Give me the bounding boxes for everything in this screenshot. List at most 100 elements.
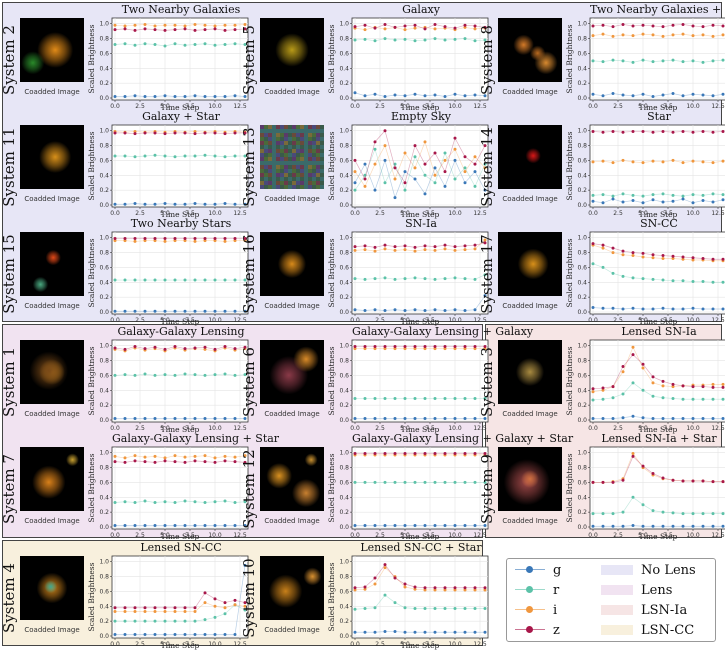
- series-line-i: [114, 131, 246, 133]
- data-point-r: [243, 373, 247, 377]
- data-point-i: [403, 347, 407, 351]
- noise-pixel: [300, 177, 304, 181]
- data-point-r: [443, 607, 447, 611]
- data-point-g: [173, 524, 177, 528]
- coadded-image-label: Coadded Image: [24, 410, 80, 418]
- x-axis-label: Time Step: [639, 210, 678, 219]
- noise-pixel: [260, 153, 264, 157]
- noise-pixel: [268, 161, 272, 165]
- data-point-g: [473, 93, 477, 97]
- data-point-i: [223, 23, 227, 27]
- panel-system-2: Two Nearby Galaxies System 2 Coadded Image…: [0, 3, 250, 112]
- panel-title: Lensed SN-Ia + Star: [601, 432, 717, 445]
- panel-title: Star: [647, 110, 671, 123]
- data-point-z: [203, 345, 207, 349]
- x-tick-label: 2.5: [375, 210, 385, 217]
- data-point-r: [721, 280, 725, 284]
- noise-pixel: [260, 181, 264, 185]
- data-point-r: [393, 480, 397, 484]
- data-point-r: [133, 278, 137, 282]
- data-point-g: [183, 202, 187, 206]
- noise-pixel: [308, 169, 312, 173]
- y-tick-label: 0.0: [577, 95, 587, 102]
- x-tick-label: 0.0: [110, 532, 120, 539]
- data-point-g: [483, 417, 487, 421]
- noise-pixel: [312, 137, 316, 141]
- coadded-image-svg: [513, 34, 558, 75]
- series-line-i: [354, 567, 485, 591]
- noise-pixel: [292, 173, 296, 177]
- data-point-g: [443, 524, 447, 528]
- data-point-r: [143, 154, 147, 158]
- data-point-g: [393, 417, 397, 421]
- data-point-i: [671, 33, 675, 37]
- y-axis-label: Scaled Brightness: [87, 346, 96, 415]
- x-tick-label: 0.0: [588, 210, 598, 217]
- y-tick-label: 0.4: [99, 279, 109, 286]
- noise-pixel: [260, 185, 264, 189]
- data-point-z: [671, 254, 675, 258]
- noise-pixel: [276, 181, 280, 185]
- noise-pixel: [284, 157, 288, 161]
- data-point-z: [611, 129, 615, 133]
- panel-system-12: Galaxy-Galaxy Lensing + Galaxy + Star Sys…: [240, 432, 573, 541]
- data-point-g: [143, 524, 147, 528]
- noise-pixel: [280, 141, 284, 145]
- data-point-z: [123, 131, 127, 135]
- x-axis-label: Time Step: [161, 210, 200, 219]
- light-curve-plot: 0.00.20.40.60.81.00.0 2.5 5.0 7.5 10.0 12.5Ti…: [327, 231, 489, 326]
- data-point-i: [433, 347, 437, 351]
- data-point-i: [393, 177, 397, 181]
- data-point-z: [403, 181, 407, 185]
- data-point-z: [183, 27, 187, 31]
- data-point-r: [651, 277, 655, 281]
- data-point-r: [123, 373, 127, 377]
- data-point-i: [233, 239, 237, 243]
- panel-title: Lensed SN-CC: [140, 541, 222, 554]
- noise-pixel: [272, 141, 276, 145]
- data-point-g: [373, 417, 377, 421]
- y-tick-label: 0.4: [339, 603, 349, 610]
- series-line-i: [592, 33, 724, 37]
- y-tick-label: 1.0: [339, 128, 349, 135]
- noise-pixel: [264, 125, 268, 129]
- data-point-g: [143, 633, 147, 637]
- y-tick-label: 0.0: [339, 202, 349, 209]
- panel-title: Two Nearby Galaxies: [121, 3, 241, 16]
- data-point-r: [233, 278, 237, 282]
- data-point-z: [193, 236, 197, 240]
- data-point-z: [163, 132, 167, 136]
- source-blob: [37, 32, 74, 68]
- coadded-image-label: Coadded Image: [264, 88, 320, 96]
- coadded-image-svg: [266, 453, 321, 508]
- data-point-r: [671, 511, 675, 515]
- data-point-z: [463, 244, 467, 248]
- data-point-g: [393, 93, 397, 97]
- data-point-z: [433, 22, 437, 26]
- x-tick-label: 2.5: [135, 641, 145, 648]
- y-tick-label: 0.6: [339, 157, 349, 164]
- data-point-g: [621, 416, 625, 420]
- noise-pixel: [320, 157, 324, 161]
- coadded-image-label: Coadded Image: [264, 626, 320, 634]
- panel-system-16: SN-Ia System 16 Coadded Image 0.0 0.2 0.4 0.6 0…: [240, 217, 490, 326]
- data-point-r: [691, 59, 695, 63]
- panel-title: Two Nearby Galaxies + Star: [590, 3, 725, 16]
- data-point-g: [123, 202, 127, 206]
- data-point-z: [403, 344, 407, 348]
- data-point-r: [173, 373, 177, 377]
- data-point-i: [133, 23, 137, 27]
- data-point-z: [353, 25, 357, 29]
- y-axis-label: Scaled Brightness: [565, 24, 574, 93]
- data-point-r: [113, 619, 117, 623]
- x-tick-label: 7.5: [425, 641, 435, 648]
- source-blob: [39, 141, 72, 173]
- data-point-r: [443, 151, 447, 155]
- data-point-z: [621, 249, 625, 253]
- y-tick-label: 0.2: [577, 80, 587, 87]
- data-point-g: [373, 630, 377, 634]
- x-tick-label: 5.0: [400, 425, 410, 432]
- data-point-g: [163, 417, 167, 421]
- series-line-g: [592, 307, 723, 310]
- plot-area: [111, 555, 249, 639]
